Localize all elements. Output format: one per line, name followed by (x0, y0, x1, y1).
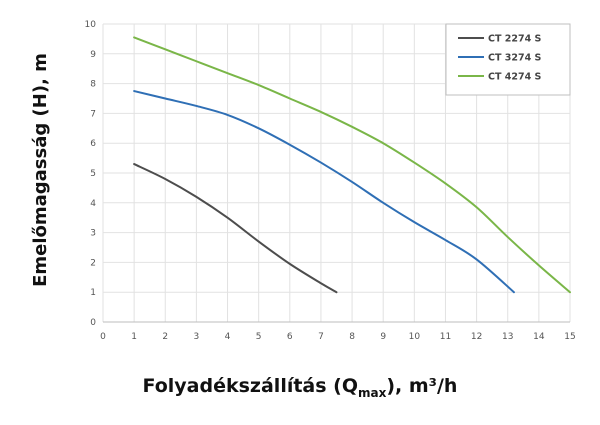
y-tick-label: 9 (90, 50, 96, 60)
legend: CT 2274 S CT 3274 S CT 4274 S (445, 23, 571, 96)
x-tick-label: 15 (564, 332, 575, 342)
y-tick-label: 1 (90, 288, 96, 298)
y-tick-label: 3 (90, 229, 96, 239)
x-tick-label: 5 (256, 332, 262, 342)
legend-label-1: CT 2274 S (488, 34, 542, 45)
y-tick-labels: 0 1 2 3 4 5 6 7 8 9 10 (85, 20, 97, 328)
x-tick-label: 0 (100, 332, 106, 342)
y-tick-label: 6 (90, 139, 96, 149)
x-tick-label: 2 (162, 332, 168, 342)
x-tick-label: 14 (533, 332, 545, 342)
y-tick-label: 7 (90, 109, 96, 119)
x-tick-label: 11 (440, 332, 451, 342)
x-tick-label: 1 (131, 332, 137, 342)
x-tick-label: 3 (194, 332, 200, 342)
series-line-1 (133, 163, 338, 294)
series-line-3 (133, 36, 571, 294)
y-axis-title: Emelőmagasság (H), m (30, 53, 51, 287)
series-lines (133, 36, 571, 294)
legend-box (445, 23, 571, 96)
x-axis-title: Folyadékszállítás (Qmax), m³/h (143, 375, 458, 400)
x-tick-labels: 0 1 2 3 4 5 6 7 8 9 10 11 12 13 14 15 (100, 332, 576, 342)
x-axis-title-main: Folyadékszállítás (Q (143, 375, 359, 397)
y-tick-label: 2 (90, 258, 96, 268)
y-tick-label: 5 (90, 169, 96, 179)
x-tick-label: 13 (502, 332, 513, 342)
legend-label-2: CT 3274 S (488, 53, 542, 64)
series-line-2 (133, 90, 515, 294)
x-tick-label: 7 (318, 332, 324, 342)
legend-label-3: CT 4274 S (488, 72, 542, 83)
y-tick-label: 0 (90, 318, 96, 328)
x-tick-label: 6 (287, 332, 293, 342)
x-tick-label: 9 (380, 332, 386, 342)
x-tick-label: 10 (409, 332, 421, 342)
x-axis-title-suffix: ), m³/h (386, 375, 457, 397)
x-axis-title-subscript: max (358, 386, 387, 400)
x-tick-label: 8 (349, 332, 355, 342)
x-tick-label: 4 (225, 332, 231, 342)
y-tick-label: 4 (90, 199, 96, 209)
x-tick-label: 12 (471, 332, 482, 342)
y-tick-label: 10 (85, 20, 97, 30)
y-tick-label: 8 (90, 80, 96, 90)
